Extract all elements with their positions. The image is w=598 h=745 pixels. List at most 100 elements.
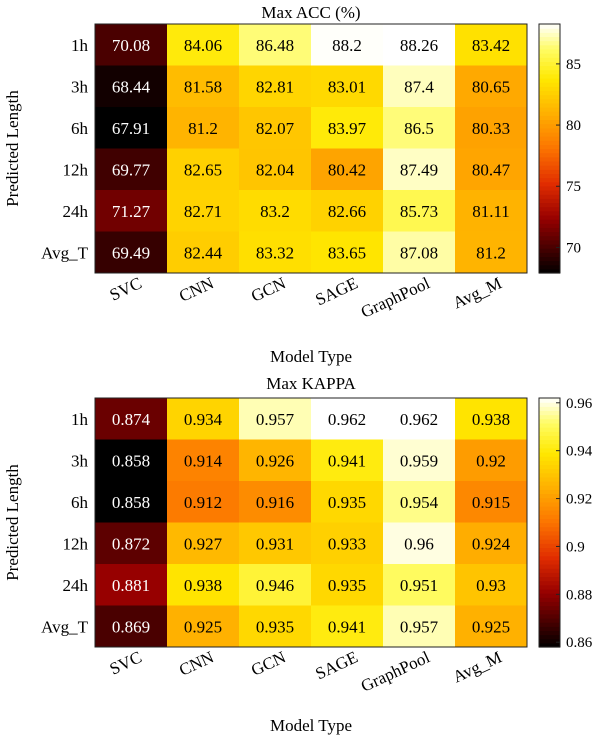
colorbar-segment <box>539 601 560 607</box>
y-tick-label: 24h <box>63 576 89 595</box>
colorbar-segment <box>539 514 560 519</box>
colorbar-segment <box>539 36 560 42</box>
plot-frame <box>94 23 528 274</box>
colorbar-segment <box>539 156 560 162</box>
x-tick-label: GraphPool <box>358 647 433 695</box>
cell-value-label: 69.77 <box>112 160 151 179</box>
cell-value-label: 88.26 <box>400 36 438 55</box>
y-tick-label: 6h <box>71 119 89 138</box>
colorbar-segment <box>539 398 560 403</box>
colorbar-segment <box>539 252 560 257</box>
colorbar-segment <box>539 181 560 187</box>
colorbar-segment <box>539 173 560 179</box>
heatmap-cell <box>95 439 167 481</box>
colorbar-segment <box>539 451 560 457</box>
cell-value-label: 0.938 <box>184 576 222 595</box>
colorbar-segment <box>539 435 560 441</box>
colorbar-segment <box>539 231 560 237</box>
colorbar-segment <box>539 634 560 640</box>
colorbar-segment <box>539 206 560 212</box>
colorbar-segment <box>539 40 560 46</box>
colorbar-segment <box>539 144 560 150</box>
heatmap-cell <box>95 231 167 273</box>
cell-value-label: 88.2 <box>332 36 362 55</box>
colorbar-segment <box>539 185 560 191</box>
colorbar-segment <box>539 522 560 528</box>
heatmap-cell <box>383 398 455 440</box>
cell-value-label: 0.92 <box>476 451 506 470</box>
colorbar-tick-label: 70 <box>566 240 581 256</box>
cell-value-label: 0.954 <box>400 493 439 512</box>
colorbar-segment <box>539 526 560 532</box>
colorbar-segment <box>539 510 560 515</box>
cell-value-label: 0.962 <box>328 410 366 429</box>
cell-value-label: 0.938 <box>472 410 510 429</box>
colorbar-segment <box>539 73 560 79</box>
y-axis-label: Predicted Length <box>3 90 22 207</box>
colorbar-segment <box>539 402 560 407</box>
cell-value-label: 0.916 <box>256 493 294 512</box>
colorbar-segment <box>539 609 560 615</box>
chart-title: Max ACC (%) <box>261 3 360 22</box>
heatmap-cell <box>455 24 527 66</box>
colorbar-segment <box>539 497 560 503</box>
colorbar-segment <box>539 613 560 619</box>
colorbar-segment <box>539 572 560 578</box>
heatmap-cell <box>455 522 527 564</box>
colorbar-segment <box>539 94 560 100</box>
x-tick-label: GCN <box>248 273 289 305</box>
colorbar-segment <box>539 576 560 582</box>
colorbar-tick-label: 0.94 <box>566 444 593 460</box>
colorbar-segment <box>539 617 560 623</box>
plot-frame <box>94 397 528 648</box>
heatmap-cell <box>311 24 383 66</box>
heatmap-cell <box>383 190 455 232</box>
colorbar-segment <box>539 65 560 71</box>
cell-value-label: 82.04 <box>256 160 295 179</box>
heatmap-cell <box>167 231 239 273</box>
heatmap-cell <box>239 564 311 606</box>
colorbar-segment <box>539 481 560 486</box>
colorbar-segment <box>539 107 560 112</box>
colorbar-segment <box>539 169 560 174</box>
cell-value-label: 80.47 <box>472 160 511 179</box>
y-tick-label: 3h <box>71 451 89 470</box>
colorbar-segment <box>539 534 560 540</box>
colorbar-segment <box>539 622 560 627</box>
cell-value-label: 0.925 <box>184 617 222 636</box>
x-tick-label: SVC <box>107 273 145 304</box>
colorbar-segment <box>539 111 560 116</box>
colorbar-segment <box>539 551 560 557</box>
x-axis-label: Model Type <box>270 347 352 366</box>
heatmap-cell <box>455 605 527 647</box>
heatmap-cell <box>455 65 527 107</box>
cell-value-label: 0.957 <box>256 410 295 429</box>
cell-value-label: 83.97 <box>328 119 367 138</box>
heatmap-cell <box>167 107 239 149</box>
x-tick-label: GCN <box>248 647 289 679</box>
heatmap-cell <box>455 190 527 232</box>
cell-value-label: 0.935 <box>328 493 366 512</box>
colorbar-segment <box>539 418 560 424</box>
cell-value-label: 69.49 <box>112 243 150 262</box>
cell-value-label: 0.941 <box>328 617 366 636</box>
x-tick-label: SAGE <box>312 273 360 309</box>
y-tick-label: 3h <box>71 77 89 96</box>
colorbar-segment <box>539 559 560 565</box>
heatmap-cell <box>239 65 311 107</box>
heatmap-cell <box>167 190 239 232</box>
colorbar-segment <box>539 148 560 154</box>
colorbar-segment <box>539 630 560 636</box>
cell-value-label: 0.912 <box>184 493 222 512</box>
heatmap-cell <box>383 439 455 481</box>
colorbar-segment <box>539 489 560 495</box>
heatmap-cell <box>383 564 455 606</box>
cell-value-label: 0.881 <box>112 576 150 595</box>
cell-value-label: 0.858 <box>112 493 150 512</box>
cell-value-label: 0.927 <box>184 534 223 553</box>
colorbar-segment <box>539 518 560 524</box>
heatmap-cell <box>311 65 383 107</box>
cell-value-label: 0.925 <box>472 617 510 636</box>
colorbar-segment <box>539 564 560 569</box>
colorbar-segment <box>539 530 560 536</box>
